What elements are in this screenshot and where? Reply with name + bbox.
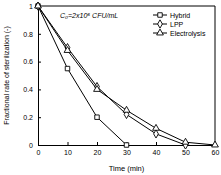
x-tick: 40 [153,142,161,156]
x-tick-label: 50 [182,149,190,156]
x-tick-mark [68,142,69,145]
plot-frame [38,6,215,145]
x-tick-label: 60 [212,149,220,156]
series-marker [153,124,160,130]
x-tick-mark [156,142,157,145]
annotation: C₀=2x10⁶ CFU/mL [60,12,118,19]
series-marker [35,2,42,8]
y-axis-title: Fractional rate of sterilization (-) [3,26,11,124]
y-tick-label: 0.4 [23,86,33,93]
series-line [38,6,186,145]
y-tick: 0.6 [23,58,41,65]
legend-marker [158,20,163,28]
series-marker [64,47,71,53]
series-marker [182,138,189,144]
x-tick-label: 30 [123,149,131,156]
y-tick: 0.4 [23,86,41,93]
series-marker [124,143,128,147]
legend-item: LPP [153,20,184,28]
y-axis-line [38,7,39,146]
y-tick-mark [38,117,41,118]
x-tick: 20 [94,142,102,156]
y-tick-mark [38,62,41,63]
y-tick: 0.8 [23,31,41,38]
x-tick-label: 20 [94,149,102,156]
x-tick-label: 0 [37,149,41,156]
y-tick-label: 0 [29,142,33,149]
series-marker [123,106,130,112]
x-tick: 10 [64,142,72,156]
x-tick-mark [97,142,98,145]
x-axis: 0 10 20 30 40 50 60 [37,142,220,156]
y-tick-mark [38,34,41,35]
legend-label: LPP [170,21,184,28]
x-tick: 30 [123,142,131,156]
data-area [35,2,219,149]
x-tick: 60 [212,142,220,156]
series-marker [65,66,69,70]
series-marker [212,141,219,147]
x-tick-label: 10 [64,149,72,156]
legend: HybridLPP Electrolysis [153,12,206,38]
y-tick: 0 [29,142,41,149]
y-tick-label: 1 [29,3,33,10]
y-axis: 0 0.2 0.4 0.6 0.8 1 [23,3,41,149]
legend-label: Hybrid [170,12,190,20]
legend-label: Electrolysis [170,30,206,38]
y-tick-mark [38,89,41,90]
series-marker [94,85,101,91]
y-tick: 0.2 [23,114,41,121]
y-tick-label: 0.2 [23,114,33,121]
series-line [38,6,215,145]
x-tick-label: 40 [153,149,161,156]
series-marker [154,130,159,138]
y-tick-label: 0.8 [23,31,33,38]
legend-marker [157,29,164,35]
legend-marker [158,13,162,17]
chart: 0 10 20 30 40 50 60 0 0.2 0.4 0.6 0.8 1 HybridLPP Elec… [0,0,221,175]
y-tick-mark [38,145,41,146]
legend-item: Hybrid [153,12,190,20]
y-tick-label: 0.6 [23,58,33,65]
x-axis-title: Time (min) [109,164,145,173]
plot: 0 10 20 30 40 50 60 0 0.2 0.4 0.6 0.8 1 HybridLPP Elec… [23,2,219,156]
series-marker [95,115,99,119]
legend-item: Electrolysis [153,29,206,37]
